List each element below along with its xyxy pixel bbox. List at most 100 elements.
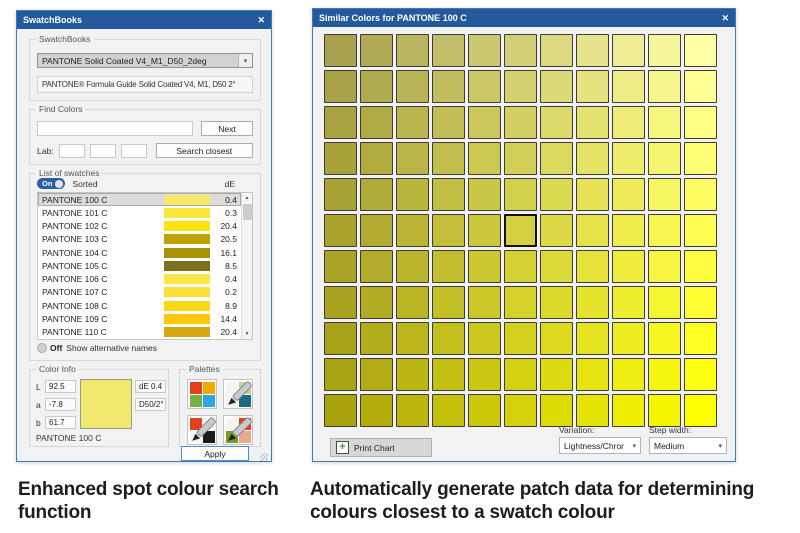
swatch-row[interactable]: PANTONE 105 C 8.5 bbox=[38, 259, 241, 272]
color-cell[interactable] bbox=[540, 178, 573, 211]
swatch-row[interactable]: PANTONE 102 C 20.4 bbox=[38, 220, 241, 233]
lab-l-input[interactable] bbox=[58, 143, 85, 158]
swatch-row[interactable]: PANTONE 101 C 0.3 bbox=[38, 206, 241, 219]
color-cell[interactable] bbox=[576, 394, 609, 427]
apply-button[interactable]: Apply bbox=[181, 446, 249, 461]
next-button[interactable]: Next bbox=[201, 121, 253, 136]
color-cell[interactable] bbox=[396, 34, 429, 67]
color-cell[interactable] bbox=[324, 394, 357, 427]
palette-edit-teal-icon[interactable] bbox=[223, 379, 253, 409]
color-cell[interactable] bbox=[468, 286, 501, 319]
color-cell[interactable] bbox=[360, 322, 393, 355]
scroll-thumb[interactable] bbox=[242, 204, 252, 220]
color-cell[interactable] bbox=[396, 106, 429, 139]
color-cell[interactable] bbox=[504, 34, 537, 67]
color-cell[interactable] bbox=[540, 322, 573, 355]
sorted-on-toggle[interactable]: On bbox=[37, 178, 66, 189]
color-cell[interactable] bbox=[396, 250, 429, 283]
alt-names-off-toggle[interactable] bbox=[37, 343, 47, 353]
color-cell[interactable] bbox=[324, 106, 357, 139]
color-cell[interactable] bbox=[648, 214, 681, 247]
color-cell[interactable] bbox=[468, 70, 501, 103]
close-icon[interactable]: ✕ bbox=[721, 12, 729, 23]
color-cell[interactable] bbox=[432, 358, 465, 391]
dropdown-arrow-icon[interactable]: ▾ bbox=[632, 442, 636, 450]
color-cell[interactable] bbox=[504, 358, 537, 391]
color-cell[interactable] bbox=[432, 286, 465, 319]
swatch-row[interactable]: PANTONE 104 C 16.1 bbox=[38, 246, 241, 259]
color-cell[interactable] bbox=[468, 322, 501, 355]
dropdown-arrow-icon[interactable]: ▾ bbox=[718, 442, 722, 450]
color-cell[interactable] bbox=[612, 106, 645, 139]
color-cell[interactable] bbox=[540, 286, 573, 319]
swatchbook-select[interactable]: PANTONE Solid Coated V4_M1_D50_2deg ▾ bbox=[37, 53, 253, 68]
color-cell[interactable] bbox=[540, 358, 573, 391]
color-cell[interactable] bbox=[360, 286, 393, 319]
color-cell[interactable] bbox=[360, 70, 393, 103]
color-cell[interactable] bbox=[432, 142, 465, 175]
color-cell[interactable] bbox=[504, 70, 537, 103]
color-cell[interactable] bbox=[360, 178, 393, 211]
color-cell[interactable] bbox=[684, 286, 717, 319]
color-cell[interactable] bbox=[612, 70, 645, 103]
color-cell[interactable] bbox=[648, 34, 681, 67]
color-cell[interactable] bbox=[468, 106, 501, 139]
color-cell[interactable] bbox=[576, 34, 609, 67]
list-scrollbar[interactable]: ▲ ▼ bbox=[241, 193, 252, 339]
color-cell[interactable] bbox=[324, 358, 357, 391]
color-cell[interactable] bbox=[432, 178, 465, 211]
close-icon[interactable]: ✕ bbox=[257, 14, 265, 25]
color-cell[interactable] bbox=[396, 286, 429, 319]
color-cell[interactable] bbox=[468, 250, 501, 283]
color-cell[interactable] bbox=[576, 286, 609, 319]
swatch-row[interactable]: PANTONE 100 C 0.4 bbox=[38, 193, 241, 207]
color-cell[interactable] bbox=[648, 106, 681, 139]
color-cell[interactable] bbox=[648, 286, 681, 319]
color-cell[interactable] bbox=[504, 142, 537, 175]
color-cell[interactable] bbox=[360, 106, 393, 139]
color-cell[interactable] bbox=[612, 394, 645, 427]
scroll-down-icon[interactable]: ▼ bbox=[244, 331, 250, 337]
color-cell[interactable] bbox=[684, 322, 717, 355]
color-cell[interactable] bbox=[684, 214, 717, 247]
color-cell[interactable] bbox=[576, 178, 609, 211]
color-cell[interactable] bbox=[396, 142, 429, 175]
color-cell[interactable] bbox=[612, 250, 645, 283]
color-cell[interactable] bbox=[432, 34, 465, 67]
color-cell[interactable] bbox=[648, 394, 681, 427]
search-closest-button[interactable]: Search closest bbox=[155, 143, 253, 158]
color-cell[interactable] bbox=[324, 286, 357, 319]
color-cell[interactable] bbox=[576, 358, 609, 391]
dropdown-arrow-icon[interactable]: ▾ bbox=[238, 54, 252, 67]
color-cell[interactable] bbox=[468, 394, 501, 427]
color-cell[interactable] bbox=[360, 394, 393, 427]
swatch-row[interactable]: PANTONE 107 C 0.2 bbox=[38, 286, 241, 299]
color-cell[interactable] bbox=[432, 70, 465, 103]
color-cell[interactable] bbox=[432, 214, 465, 247]
color-cell[interactable] bbox=[648, 70, 681, 103]
color-cell[interactable] bbox=[468, 358, 501, 391]
color-cell[interactable] bbox=[324, 142, 357, 175]
color-cell[interactable] bbox=[468, 214, 501, 247]
color-cell[interactable] bbox=[432, 106, 465, 139]
color-cell[interactable] bbox=[504, 394, 537, 427]
color-cell[interactable] bbox=[684, 34, 717, 67]
color-cell[interactable] bbox=[684, 70, 717, 103]
swatch-row[interactable]: PANTONE 109 C 14.4 bbox=[38, 312, 241, 325]
color-cell[interactable] bbox=[468, 178, 501, 211]
color-cell[interactable] bbox=[612, 34, 645, 67]
palette-swatch-grid-icon[interactable] bbox=[187, 379, 217, 409]
color-cell[interactable] bbox=[396, 178, 429, 211]
color-cell[interactable] bbox=[576, 250, 609, 283]
color-cell[interactable] bbox=[432, 394, 465, 427]
color-cell[interactable] bbox=[360, 358, 393, 391]
color-cell[interactable] bbox=[648, 250, 681, 283]
swatch-row[interactable]: PANTONE 106 C 0.4 bbox=[38, 273, 241, 286]
color-cell[interactable] bbox=[324, 178, 357, 211]
color-cell[interactable] bbox=[576, 214, 609, 247]
print-chart-button[interactable]: + Print Chart bbox=[330, 438, 432, 457]
color-cell[interactable] bbox=[324, 70, 357, 103]
swatch-row[interactable]: PANTONE 108 C 8.9 bbox=[38, 299, 241, 312]
swatchbooks-titlebar[interactable]: SwatchBooks ✕ bbox=[17, 11, 271, 29]
color-cell[interactable] bbox=[396, 214, 429, 247]
